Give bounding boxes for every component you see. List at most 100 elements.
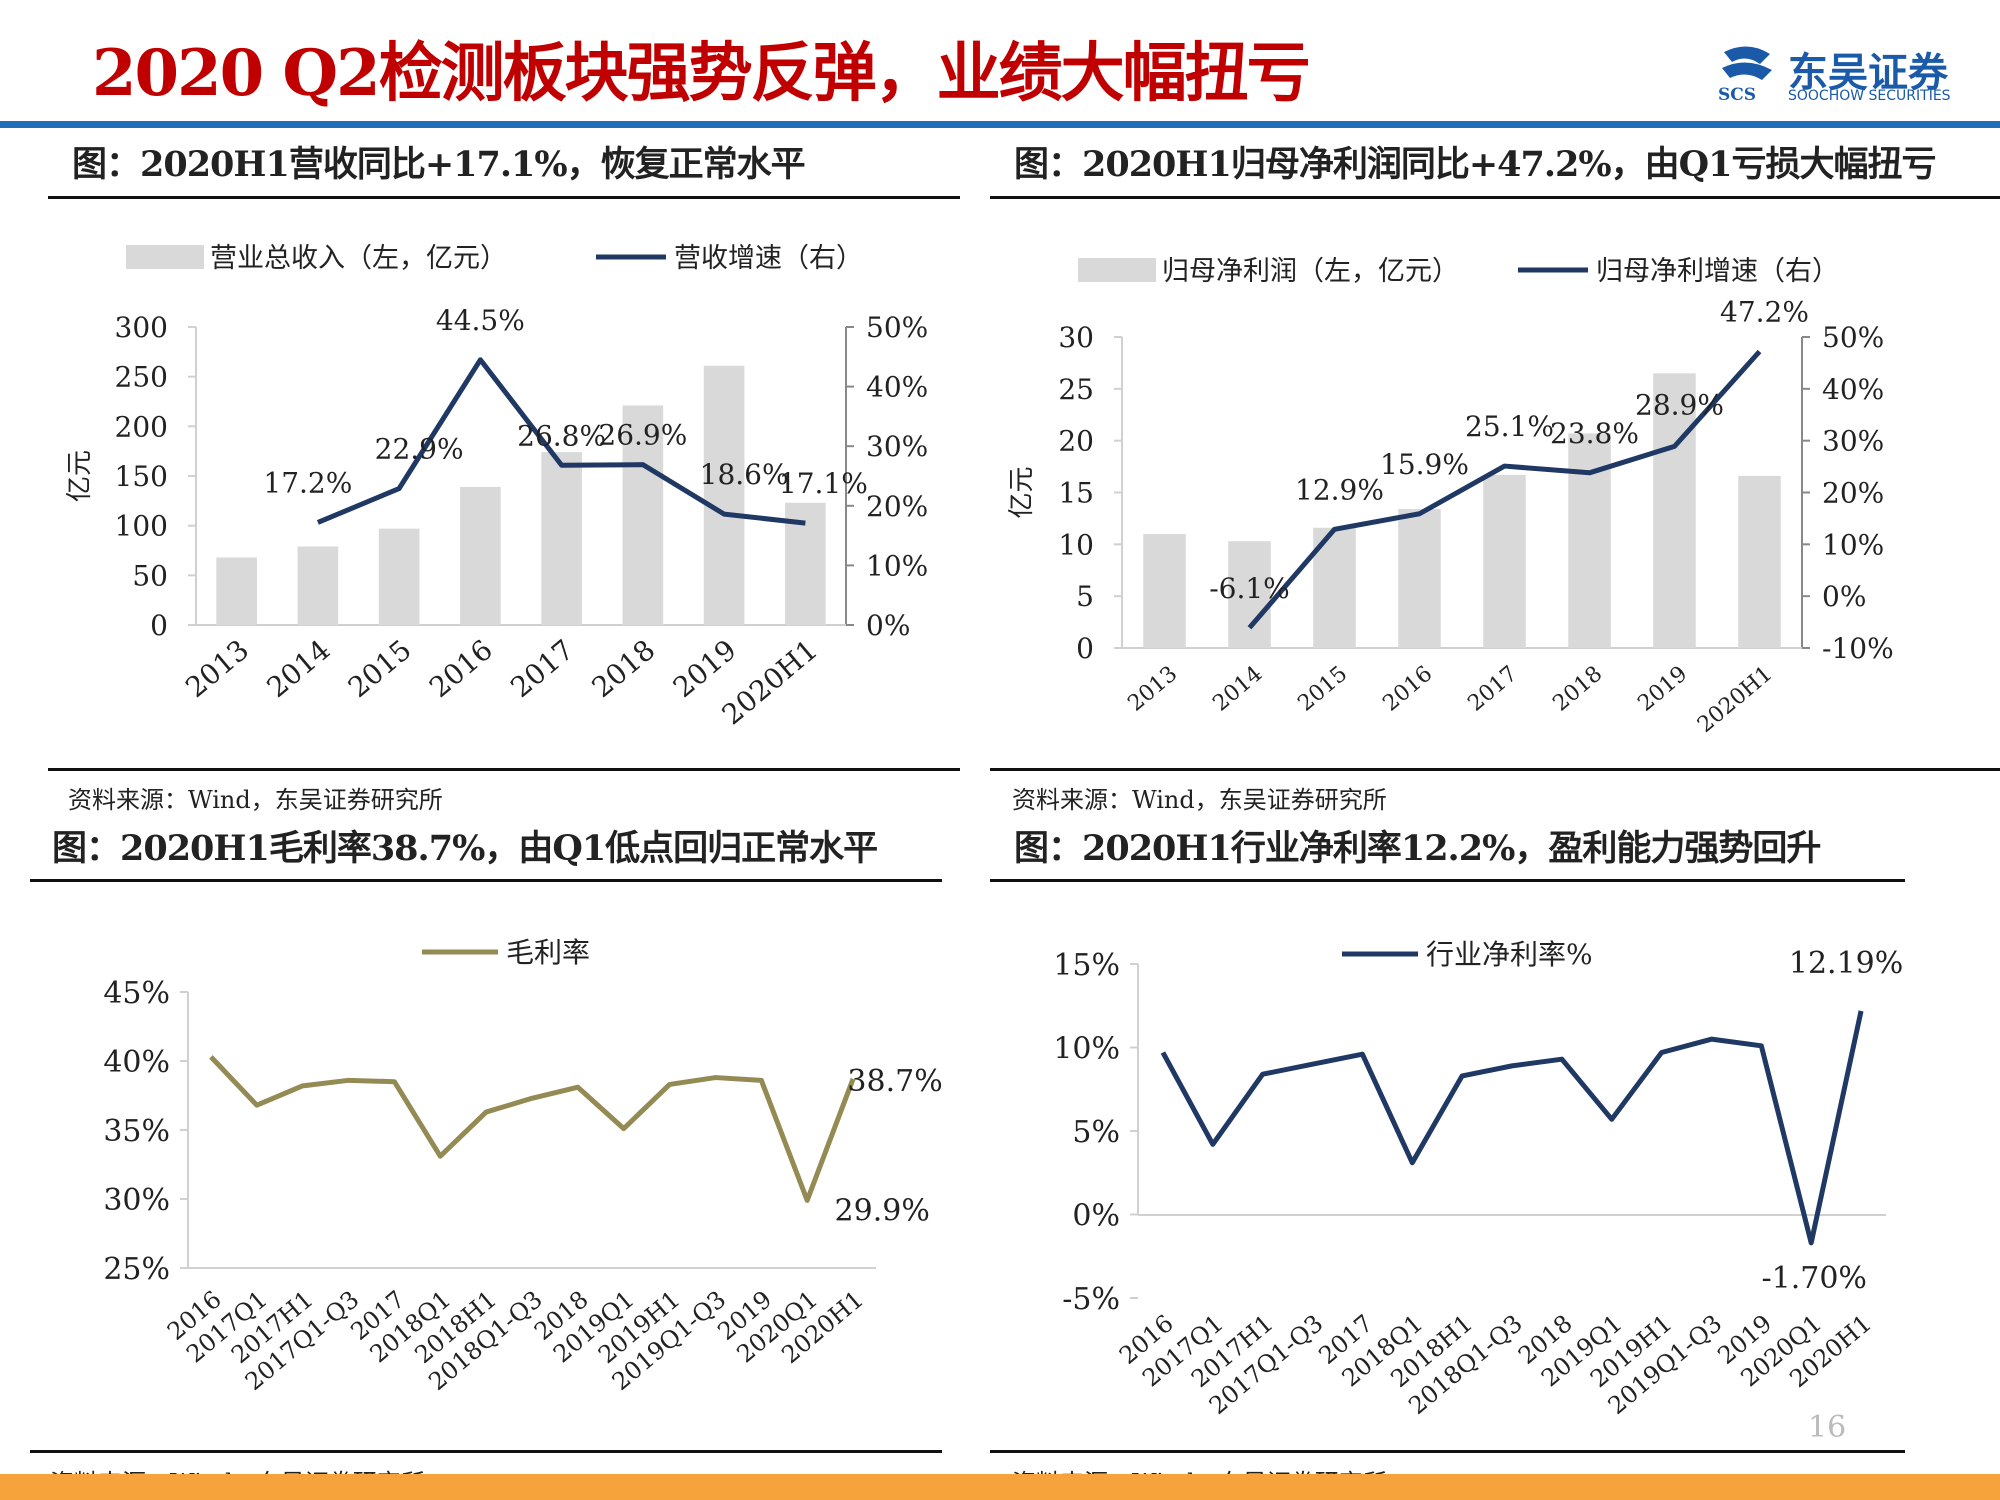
bar [1653, 373, 1696, 648]
data-label: 26.9% [598, 419, 687, 452]
data-label: 29.9% [835, 1193, 930, 1228]
source-note: 资料来源：Wind，东吴证券研究所 [68, 786, 443, 814]
y-tick-label: -5% [1062, 1282, 1120, 1317]
x-tick-label: 2015 [342, 633, 418, 704]
y2-tick-label: 10% [1822, 528, 1884, 561]
data-label: 38.7% [847, 1064, 942, 1099]
legend-swatch-bar [1078, 258, 1156, 282]
page-number: 16 [1808, 1410, 1847, 1445]
y-tick-label: 20 [1058, 425, 1094, 458]
data-label: -1.70% [1761, 1261, 1866, 1296]
bar [297, 546, 339, 625]
y2-tick-label: 20% [1822, 477, 1884, 510]
y-axis-label: 亿元 [65, 450, 95, 502]
y2-tick-label: 50% [1822, 321, 1884, 354]
bar [1398, 509, 1441, 648]
bar [216, 557, 257, 625]
y-tick-label: 45% [103, 976, 170, 1011]
y-tick-label: 50 [132, 559, 168, 592]
logo-text: 东吴证券 [1788, 50, 1948, 96]
panel-title-gross-margin: 图：2020H1毛利率38.7%，由Q1低点回归正常水平 [52, 828, 878, 869]
x-tick-label: 2014 [1208, 661, 1267, 716]
panel-title-net-margin: 图：2020H1行业净利率12.2%，盈利能力强势回升 [1014, 828, 1821, 869]
data-label: 47.2% [1720, 296, 1809, 329]
net-profit-chart: 归母净利润（左，亿元） 归母净利增速（右） 0 5 10 15 20 25 30 -10% 0% 10… [1007, 256, 1894, 738]
y-tick-label: 10 [1058, 528, 1094, 561]
bar [1143, 533, 1186, 648]
legend-label-line: 营收增速（右） [674, 243, 863, 274]
y2-tick-label: 20% [866, 490, 928, 523]
footer-bar [0, 1474, 2000, 1500]
data-label: 22.9% [375, 433, 464, 466]
bar [1228, 541, 1271, 648]
data-label: 18.6% [700, 458, 789, 491]
y-tick-label: 30% [103, 1183, 170, 1218]
data-label: 25.1% [1465, 410, 1554, 443]
panel-source-divider [990, 768, 2000, 771]
panel-source-divider [990, 1450, 1905, 1453]
data-label: 15.9% [1380, 448, 1469, 481]
legend-label-bar: 营业总收入（左，亿元） [210, 243, 507, 274]
legend-label-line: 归母净利增速（右） [1596, 256, 1839, 287]
x-tick-label: 2018 [586, 633, 662, 704]
data-label: -6.1% [1209, 572, 1290, 605]
panel-source-divider [48, 768, 960, 771]
y-tick-label: 100 [115, 510, 168, 543]
y2-tick-label: 30% [866, 430, 928, 463]
y2-tick-label: 30% [1822, 425, 1884, 458]
panel-source-divider [30, 1450, 942, 1453]
bar [1483, 474, 1526, 648]
y2-tick-label: 50% [866, 311, 928, 344]
y-tick-label: 10% [1053, 1032, 1120, 1067]
y-tick-label: 25 [1058, 373, 1094, 406]
y-tick-label: 0 [150, 609, 168, 642]
x-tick-label: 2016 [1378, 661, 1437, 716]
header-divider [0, 121, 2000, 128]
logo-icon: SCS [1718, 46, 1772, 104]
source-note: 资料来源：Wind，东吴证券研究所 [1012, 786, 1387, 814]
legend-label-line: 行业净利率% [1426, 938, 1593, 971]
y-tick-label: 5% [1072, 1115, 1120, 1150]
bar [703, 365, 745, 625]
y-tick-label: 150 [115, 460, 168, 493]
panel-title-divider [990, 879, 1905, 882]
y-tick-label: 15 [1058, 477, 1094, 510]
x-tick-label: 2017 [1463, 661, 1522, 716]
company-logo: SCS 东吴证券 SOOCHOW SECURITIES [1716, 40, 1976, 112]
series-line [1160, 1010, 1864, 1246]
data-label: 17.1% [779, 467, 868, 500]
panel-title-divider [30, 879, 942, 882]
logo-mark-text: SCS [1718, 85, 1756, 104]
data-label: 44.5% [436, 304, 525, 337]
y2-tick-label: 40% [1822, 373, 1884, 406]
y-tick-label: 5 [1076, 580, 1094, 613]
y-tick-label: 0% [1072, 1199, 1120, 1234]
y-tick-label: 40% [103, 1045, 170, 1080]
y-axis-label: 亿元 [1007, 466, 1037, 518]
x-tick-label: 2018 [1548, 661, 1607, 716]
bar [541, 452, 582, 625]
y-tick-label: 25% [103, 1252, 170, 1287]
y-tick-label: 200 [115, 410, 168, 443]
x-tick-label: 2013 [1123, 661, 1182, 716]
legend-label-bar: 归母净利润（左，亿元） [1162, 256, 1459, 287]
series-line [316, 357, 806, 526]
y-tick-label: 15% [1053, 948, 1120, 983]
panel-title-divider [48, 196, 960, 199]
y2-tick-label: 0% [866, 609, 910, 642]
panel-title-divider [990, 196, 2000, 199]
x-tick-label: 2013 [179, 633, 255, 704]
y2-tick-label: 0% [1822, 580, 1866, 613]
data-label: 23.8% [1550, 417, 1639, 450]
bar [378, 528, 420, 625]
data-label: 28.9% [1635, 388, 1724, 421]
legend-label-line: 毛利率 [506, 936, 590, 969]
x-tick-label: 2015 [1293, 661, 1352, 716]
bar [622, 405, 664, 625]
x-tick-label: 2014 [261, 633, 337, 704]
bar [460, 486, 501, 625]
y2-tick-label: 10% [866, 549, 928, 582]
x-tick-label: 2017 [504, 633, 580, 704]
data-label: 26.8% [517, 419, 606, 452]
panel-title-revenue: 图：2020H1营收同比+17.1%，恢复正常水平 [72, 144, 806, 185]
